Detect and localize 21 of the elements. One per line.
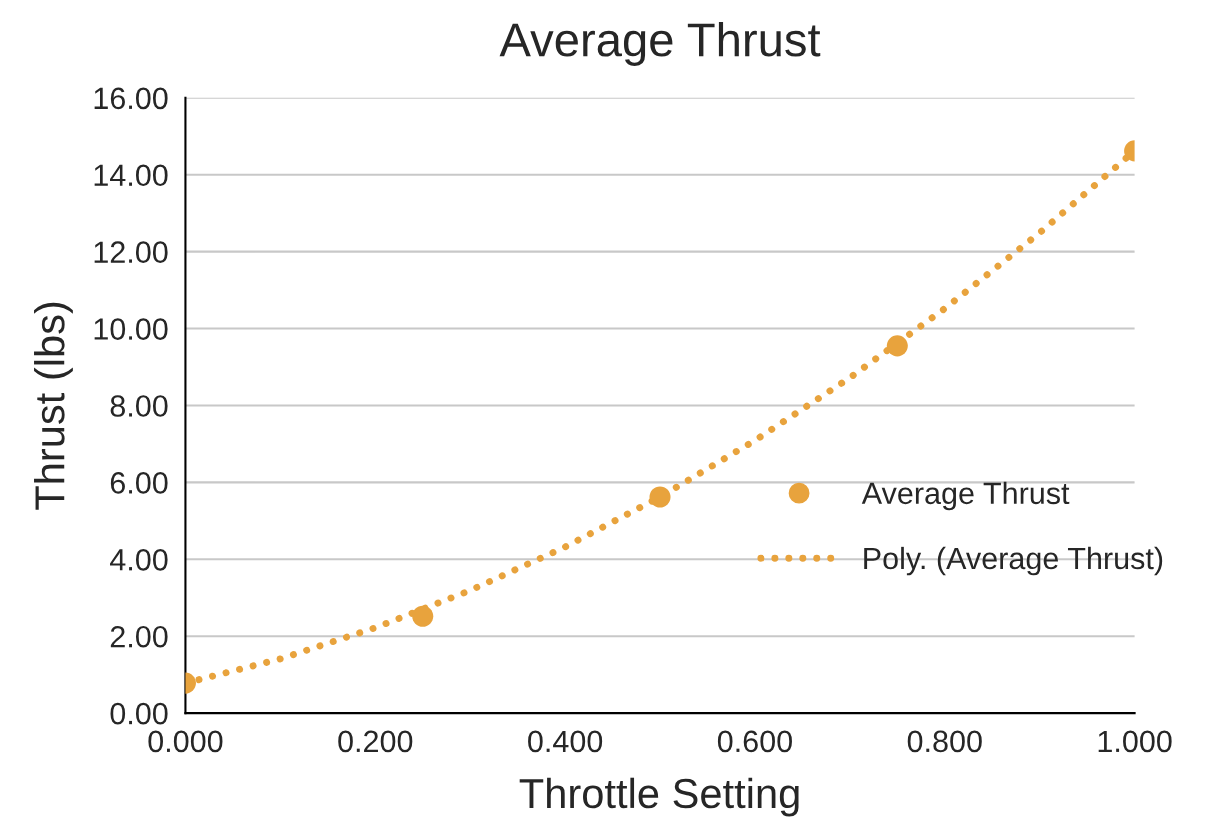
legend-label: Poly. (Average Thrust) [864, 546, 1163, 576]
x-tick-label: 0.400 [528, 730, 603, 753]
chart-title: Average Thrust [499, 21, 821, 66]
point [649, 486, 671, 508]
y-tick-label: 16.00 [94, 87, 168, 110]
y-tick-label: 10.00 [94, 318, 168, 340]
x-tick-label: 1.000 [1098, 730, 1172, 753]
x-tick-label: 0.800 [907, 730, 982, 753]
y-tick-label: 2.00 [110, 625, 168, 648]
y-tick-label: 8.00 [110, 395, 168, 417]
x-tick-label: 0.600 [717, 730, 792, 753]
x-tick-label: 0.000 [148, 730, 223, 753]
y-tick-label: 6.00 [110, 472, 168, 494]
y-tick-label: 14.00 [94, 164, 168, 187]
y-tick-label: 12.00 [94, 241, 168, 264]
y-tick-label: 0.00 [110, 702, 168, 725]
legend-label: Average Thrust [861, 481, 1070, 511]
y-axis-title: Thrust (lbs) [34, 302, 73, 510]
x-tick-label: 0.200 [338, 730, 413, 753]
y-tick-label: 4.00 [110, 549, 168, 571]
x-axis-title: Throttle Setting [519, 777, 799, 817]
